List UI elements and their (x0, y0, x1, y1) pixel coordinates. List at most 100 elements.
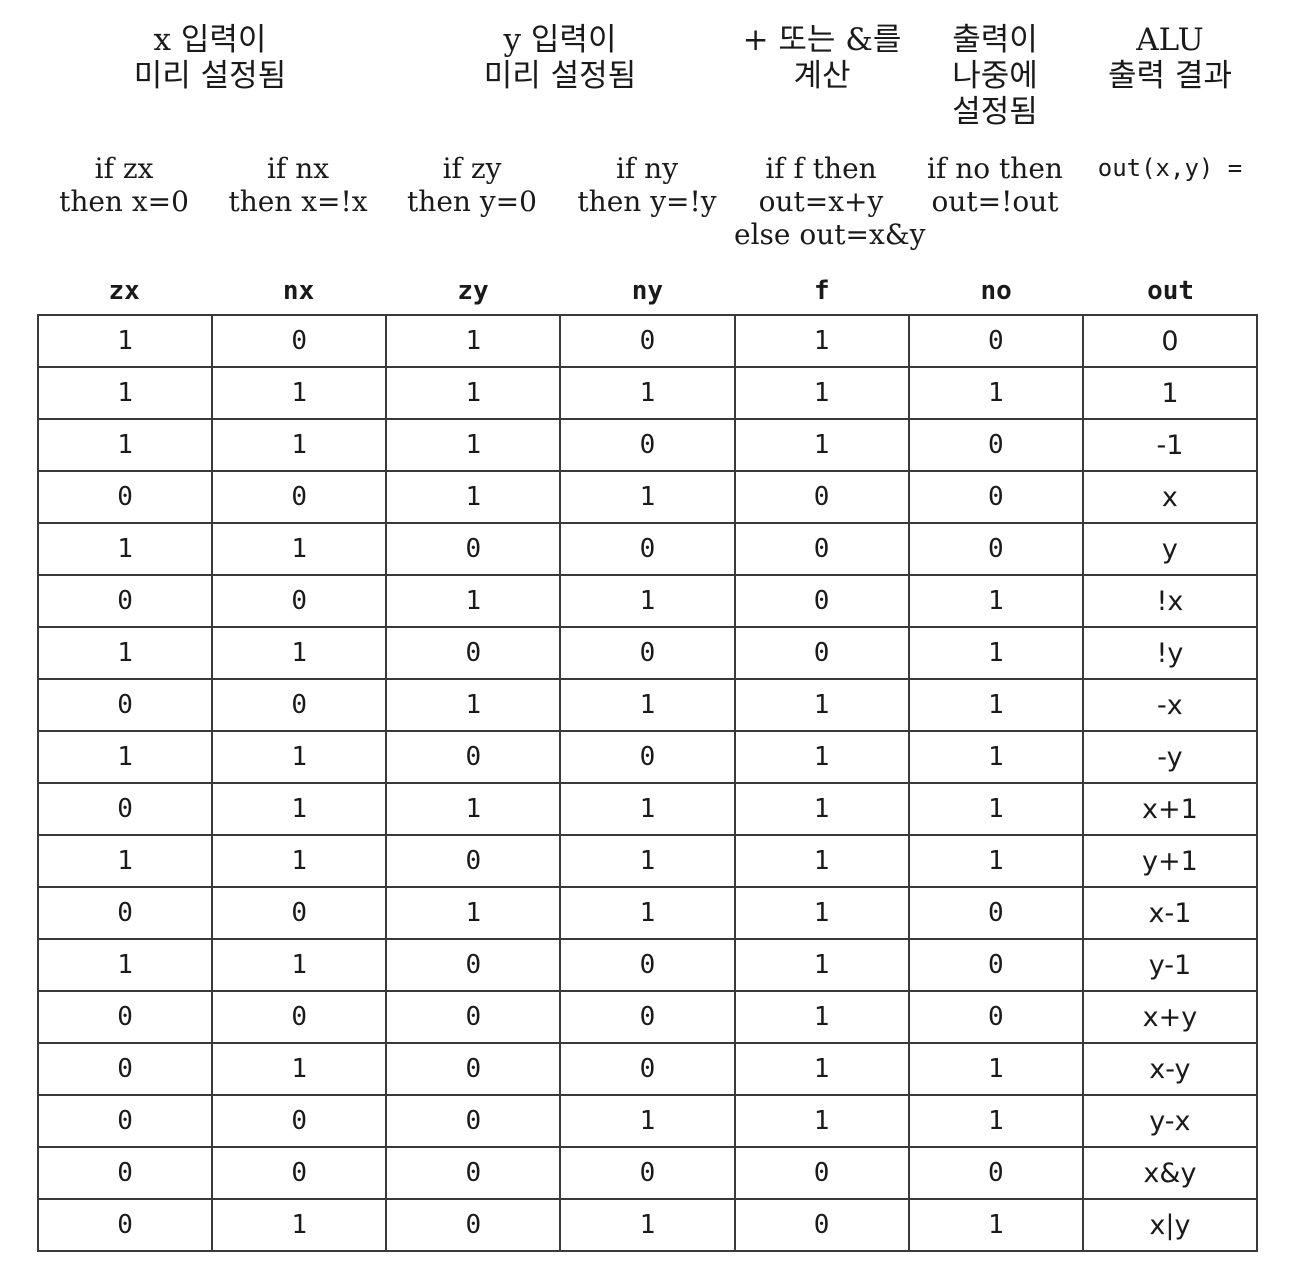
cell-ny: 1 (559, 574, 736, 628)
cell-ny: 0 (559, 938, 736, 992)
cell-no: 0 (907, 418, 1084, 472)
cell-nx: 1 (211, 782, 388, 836)
cell-f: 0 (733, 1146, 910, 1200)
cell-zy: 0 (385, 1042, 562, 1096)
cell-zx: 1 (36, 626, 214, 680)
cell-ny: 1 (559, 782, 736, 836)
cell-no: 1 (907, 574, 1084, 628)
group-header-line: ALU (1136, 22, 1204, 58)
cell-nx: 1 (211, 418, 388, 472)
description-line: then y=0 (407, 185, 537, 218)
column-header-row: zx nx zy ny f no out (37, 272, 1258, 310)
cell-nx: 1 (211, 938, 388, 992)
description-line: if ny (615, 152, 679, 185)
cell-out: x+1 (1081, 782, 1259, 836)
group-header-line: 설정됨 (952, 94, 1038, 130)
cell-f: 1 (733, 678, 910, 732)
cell-zy: 0 (385, 1146, 562, 1200)
cell-zy: 0 (385, 1198, 562, 1252)
cell-f: 0 (733, 1198, 910, 1252)
cell-no: 1 (907, 626, 1084, 680)
cell-zx: 0 (36, 1146, 214, 1200)
cell-zx: 0 (36, 782, 214, 836)
description-line: if nx (266, 152, 330, 185)
cell-zy: 0 (385, 522, 562, 576)
cell-no: 1 (907, 730, 1084, 784)
cell-nx: 1 (211, 730, 388, 784)
cell-no: 0 (907, 314, 1084, 368)
cell-f: 1 (733, 314, 910, 368)
cell-zx: 0 (36, 678, 214, 732)
cell-nx: 1 (211, 834, 388, 888)
cell-no: 1 (907, 366, 1084, 420)
cell-nx: 0 (211, 470, 388, 524)
cell-ny: 0 (559, 730, 736, 784)
cell-out: y (1081, 522, 1259, 576)
column-header-zy: zy (457, 276, 489, 306)
cell-zx: 0 (36, 1042, 214, 1096)
cell-out: -x (1081, 678, 1259, 732)
group-header-line: 출력이 (952, 22, 1038, 58)
description-row: if zx then x=0 if nx then x=!x if zy the… (0, 152, 1301, 262)
cell-f: 1 (733, 418, 910, 472)
cell-ny: 0 (559, 314, 736, 368)
cell-zy: 0 (385, 834, 562, 888)
cell-nx: 0 (211, 678, 388, 732)
group-header-y-preset: y 입력이 미리 설정됨 (420, 22, 700, 94)
group-header-line: 미리 설정됨 (133, 58, 287, 94)
column-header-f: f (813, 276, 830, 306)
cell-f: 1 (733, 834, 910, 888)
cell-no: 1 (907, 678, 1084, 732)
table-row: 0 0 0 0 0 0 x&y (36, 1146, 1259, 1200)
description-line: if no then (927, 152, 1063, 185)
cell-nx: 1 (211, 366, 388, 420)
truth-table-body: 1 0 1 0 1 0 0 1 1 1 1 1 1 1 1 1 1 0 1 0 -1 0 0 1 1 0 0 x 1 1 0 0 0 0 y 0 0 1 1… (36, 314, 1259, 1252)
cell-zx: 1 (36, 366, 214, 420)
description-line: out=!out (931, 185, 1059, 218)
table-row: 0 0 1 1 1 0 x-1 (36, 886, 1259, 940)
cell-f: 0 (733, 470, 910, 524)
cell-zx: 1 (36, 938, 214, 992)
cell-no: 1 (907, 1198, 1084, 1252)
cell-ny: 0 (559, 1042, 736, 1096)
cell-nx: 0 (211, 1094, 388, 1148)
cell-nx: 1 (211, 522, 388, 576)
group-header-row: x 입력이 미리 설정됨 y 입력이 미리 설정됨 + 또는 &를 계산 출력이… (0, 22, 1301, 142)
cell-nx: 1 (211, 1042, 388, 1096)
cell-zx: 1 (36, 314, 214, 368)
table-row: 0 0 1 1 1 1 -x (36, 678, 1259, 732)
description-nx: if nx then x=!x (211, 152, 385, 218)
cell-zy: 0 (385, 1094, 562, 1148)
cell-zy: 0 (385, 990, 562, 1044)
description-line: out=x+y (758, 185, 884, 218)
description-line: else out=x&y (734, 218, 926, 251)
cell-ny: 1 (559, 470, 736, 524)
cell-zx: 1 (36, 834, 214, 888)
description-line: then x=!x (228, 185, 368, 218)
cell-ny: 1 (559, 678, 736, 732)
cell-no: 1 (907, 782, 1084, 836)
cell-no: 0 (907, 886, 1084, 940)
cell-out: x&y (1081, 1146, 1259, 1200)
cell-zy: 1 (385, 678, 562, 732)
cell-out: 0 (1081, 314, 1259, 368)
table-row: 1 1 0 1 1 1 y+1 (36, 834, 1259, 888)
cell-f: 0 (733, 626, 910, 680)
cell-zx: 0 (36, 574, 214, 628)
group-header-compute: + 또는 &를 계산 (722, 22, 922, 94)
description-f: if f then out=x+y else out=x&y (734, 152, 926, 251)
cell-zy: 1 (385, 314, 562, 368)
table-row: 1 1 0 0 1 1 -y (36, 730, 1259, 784)
cell-f: 1 (733, 1094, 910, 1148)
column-header-nx: nx (282, 276, 315, 306)
cell-out: y-x (1081, 1094, 1259, 1148)
cell-nx: 0 (211, 886, 388, 940)
cell-no: 1 (907, 834, 1084, 888)
cell-zx: 1 (36, 418, 214, 472)
description-line: if zx (94, 152, 154, 185)
cell-out: y-1 (1081, 938, 1259, 992)
cell-out: y+1 (1081, 834, 1259, 888)
